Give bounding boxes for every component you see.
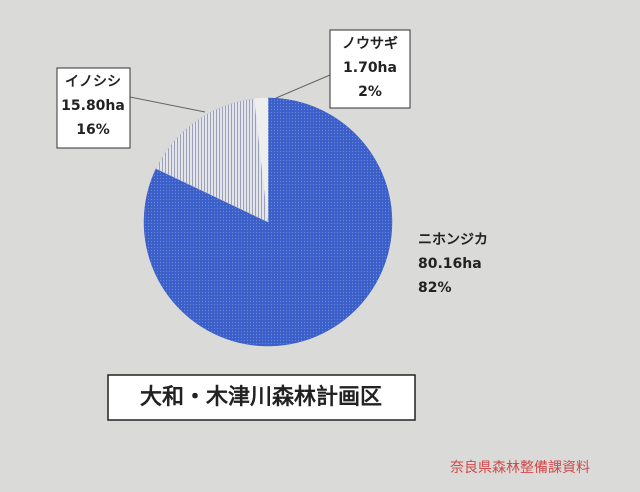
- label-box: [56, 67, 131, 149]
- percentage-label: 16%: [76, 122, 110, 138]
- leader-line: [275, 74, 331, 99]
- percentage-label: 2%: [358, 84, 382, 100]
- pie-slice: [254, 97, 269, 223]
- chart-title: 大和・木津川森林計画区: [140, 384, 382, 410]
- pie-slice: [155, 98, 269, 223]
- slice-label: ノウサギ: [342, 35, 398, 52]
- percentage-label: 82%: [418, 280, 452, 296]
- label-box: [329, 29, 411, 109]
- title-box: [107, 374, 416, 421]
- value-label: 80.16ha: [418, 256, 482, 272]
- value-label: 15.80ha: [61, 98, 125, 114]
- leader-line: [129, 96, 206, 113]
- slice-label: イノシシ: [65, 74, 121, 90]
- value-label: 1.70ha: [343, 60, 397, 76]
- source-note: 奈良県森林整備課資料: [450, 460, 590, 476]
- slice-label: ニホンジカ: [418, 232, 488, 248]
